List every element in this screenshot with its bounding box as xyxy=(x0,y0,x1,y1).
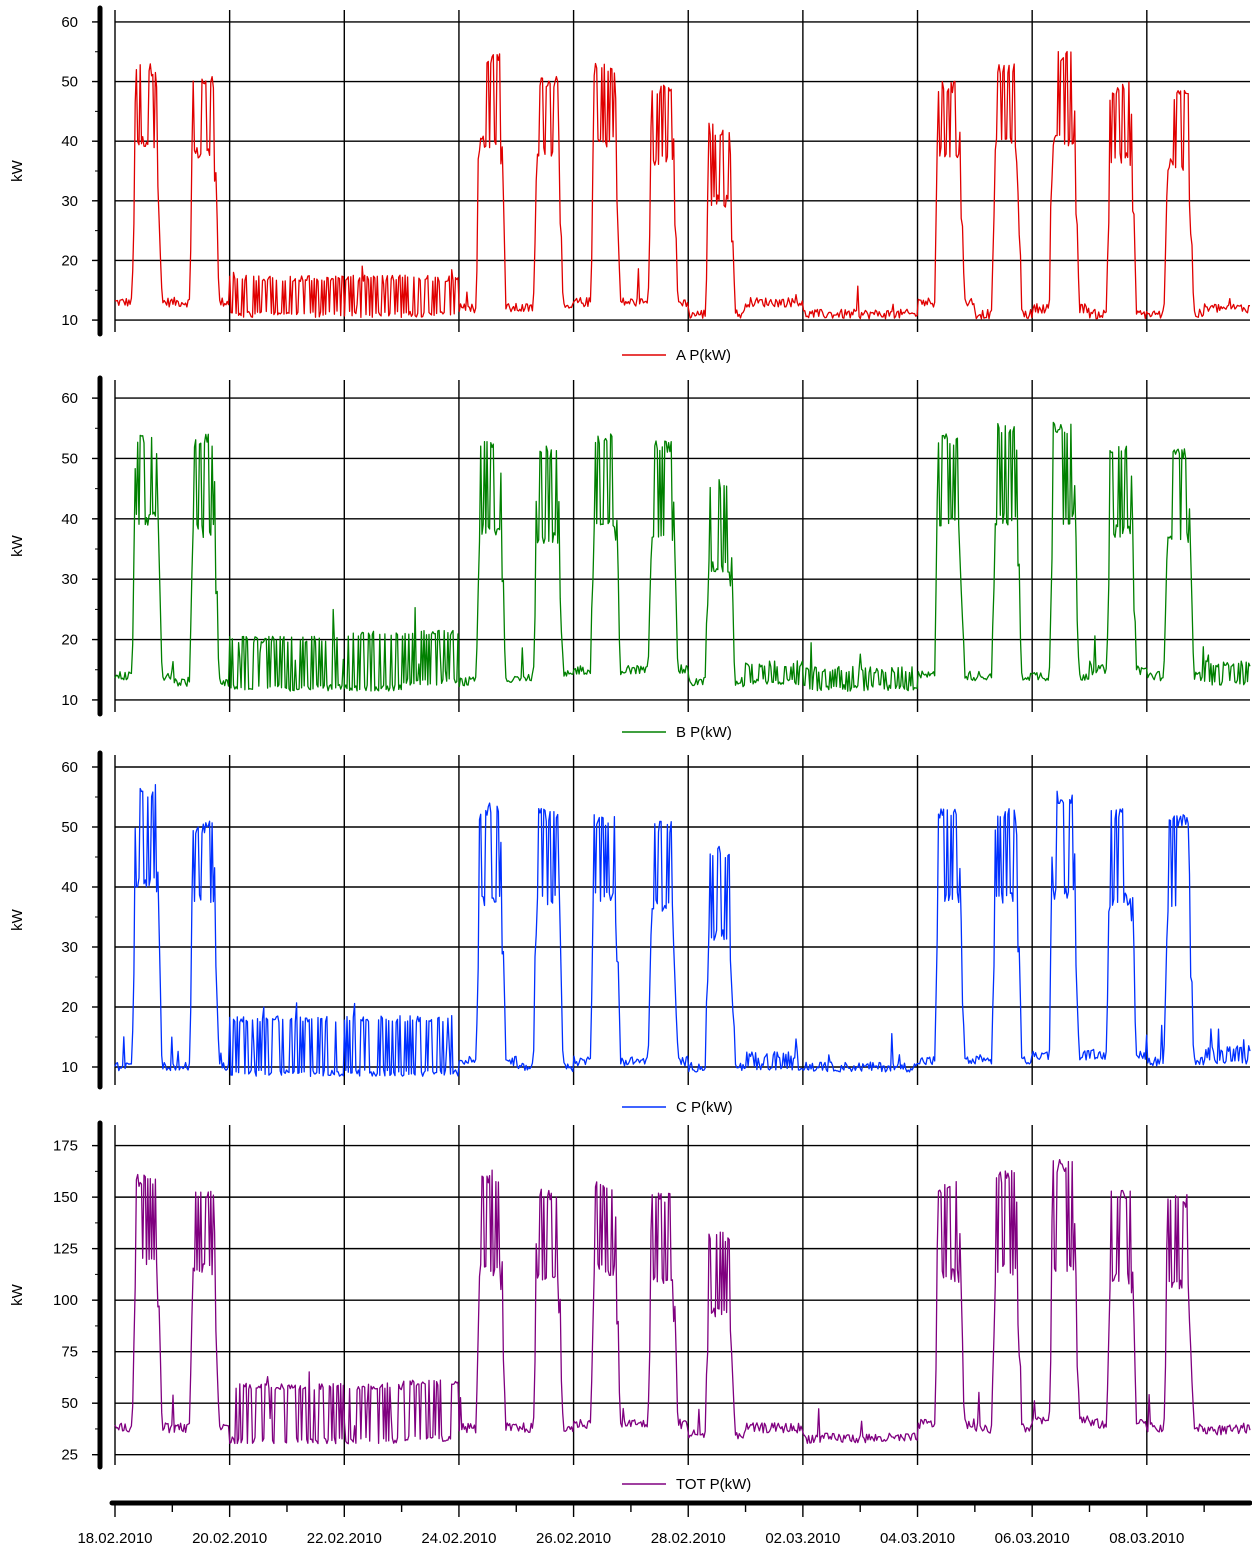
y-tick-label: 25 xyxy=(61,1447,78,1464)
x-tick-label: 24.02.2010 xyxy=(421,1530,496,1547)
y-tick-label: 30 xyxy=(61,939,78,956)
legend: C P(kW) xyxy=(622,1099,733,1116)
y-tick-label: 50 xyxy=(61,450,78,467)
y-tick-label: 75 xyxy=(61,1344,78,1361)
y-axis-title: kW xyxy=(9,908,26,931)
y-tick-label: 20 xyxy=(61,632,78,649)
legend-label: B P(kW) xyxy=(676,724,732,741)
x-tick-label: 22.02.2010 xyxy=(307,1530,382,1547)
legend: B P(kW) xyxy=(622,724,732,741)
panel-1: 10 20 30 40 50 60 kW A P(kW) xyxy=(9,5,1251,364)
y-tick-label: 10 xyxy=(61,312,78,329)
y-tick-label: 60 xyxy=(61,14,78,31)
y-tick-label: 50 xyxy=(61,819,78,836)
y-tick-label: 150 xyxy=(53,1189,78,1206)
y-tick-label: 20 xyxy=(61,252,78,269)
y-tick-label: 20 xyxy=(61,999,78,1016)
y-tick-label: 175 xyxy=(53,1138,78,1155)
legend-label: A P(kW) xyxy=(676,347,731,364)
x-tick-label: 06.03.2010 xyxy=(995,1530,1070,1547)
panel-2: 10 20 30 40 50 60 kW B P(kW) xyxy=(9,375,1251,741)
x-tick-label: 04.03.2010 xyxy=(880,1530,955,1547)
y-tick-label: 100 xyxy=(53,1292,78,1309)
y-tick-label: 60 xyxy=(61,390,78,407)
y-tick-label: 40 xyxy=(61,133,78,150)
legend-label: C P(kW) xyxy=(676,1099,733,1116)
panel-3: 10 20 30 40 50 60 kW C P(kW) xyxy=(9,750,1251,1116)
y-tick-label: 60 xyxy=(61,759,78,776)
y-tick-label: 10 xyxy=(61,1059,78,1076)
x-tick-label: 26.02.2010 xyxy=(536,1530,611,1547)
y-tick-label: 40 xyxy=(61,879,78,896)
x-axis: 18.02.2010 20.02.2010 22.02.2010 24.02.2010… xyxy=(77,1500,1252,1547)
y-tick-label: 125 xyxy=(53,1241,78,1258)
panel-4: 25 50 75 100 125 150 175 kW TOT P(kW) xyxy=(9,1120,1251,1493)
y-tick-label: 10 xyxy=(61,692,78,709)
y-axis-title: kW xyxy=(9,1283,26,1306)
y-tick-label: 50 xyxy=(61,1395,78,1412)
series-line xyxy=(114,421,1251,692)
y-tick-label: 30 xyxy=(61,571,78,588)
x-tick-label: 18.02.2010 xyxy=(77,1530,152,1547)
x-tick-label: 02.03.2010 xyxy=(765,1530,840,1547)
legend-label: TOT P(kW) xyxy=(676,1476,751,1493)
y-tick-label: 40 xyxy=(61,511,78,528)
legend: A P(kW) xyxy=(622,347,731,364)
x-tick-label: 08.03.2010 xyxy=(1109,1530,1184,1547)
x-tick-label: 28.02.2010 xyxy=(651,1530,726,1547)
series-line xyxy=(114,784,1251,1077)
series-line xyxy=(114,50,1251,320)
series-line xyxy=(114,1158,1251,1445)
y-tick-label: 50 xyxy=(61,74,78,91)
legend: TOT P(kW) xyxy=(622,1476,751,1493)
y-axis-title: kW xyxy=(9,534,26,557)
x-tick-label: 20.02.2010 xyxy=(192,1530,267,1547)
y-tick-label: 30 xyxy=(61,193,78,210)
y-axis-title: kW xyxy=(9,159,26,182)
